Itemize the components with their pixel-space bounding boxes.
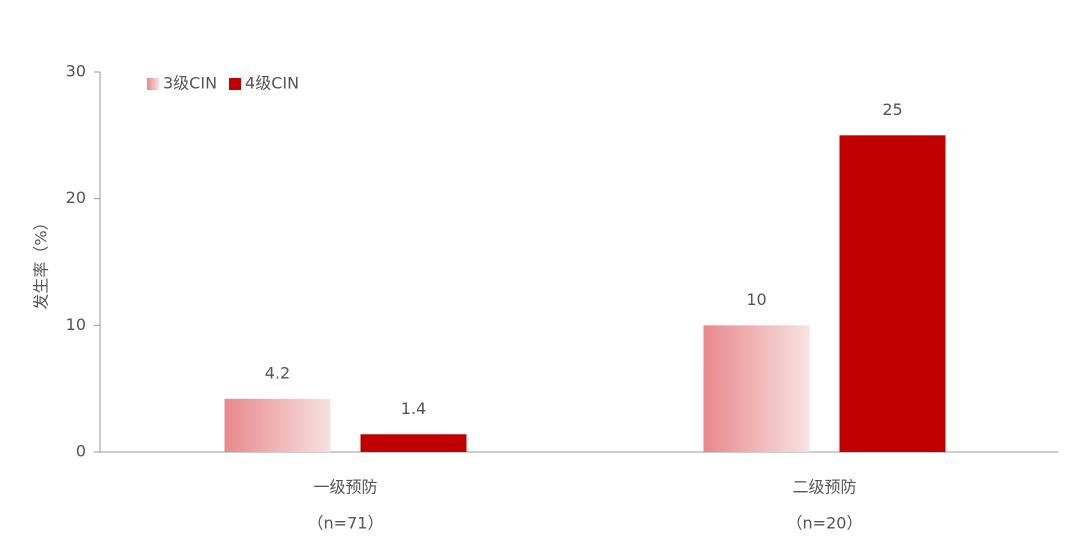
bar (839, 135, 946, 453)
bar (703, 325, 810, 452)
bar (360, 434, 467, 452)
x-tick-label: 一级预防 (313, 478, 377, 497)
value-label: 10 (746, 290, 766, 309)
y-tick-label: 20 (66, 188, 86, 207)
y-tick-label: 30 (66, 62, 86, 81)
bar (224, 398, 331, 452)
legend-label: 4级CIN (245, 74, 299, 93)
value-label: 1.4 (401, 399, 426, 418)
x-tick-label: （n=20） (787, 514, 863, 533)
y-tick-label: 0 (76, 442, 86, 461)
x-tick-label: （n=71） (308, 514, 384, 533)
x-tick-label: 二级预防 (792, 478, 856, 497)
y-tick-label: 10 (66, 315, 86, 334)
y-axis-title: 发生率（%） (32, 214, 51, 309)
legend-swatch (229, 78, 242, 90)
value-label: 25 (882, 100, 902, 119)
legend-label: 3级CIN (163, 74, 217, 93)
value-label: 4.2 (265, 363, 290, 382)
legend-swatch (147, 78, 159, 90)
